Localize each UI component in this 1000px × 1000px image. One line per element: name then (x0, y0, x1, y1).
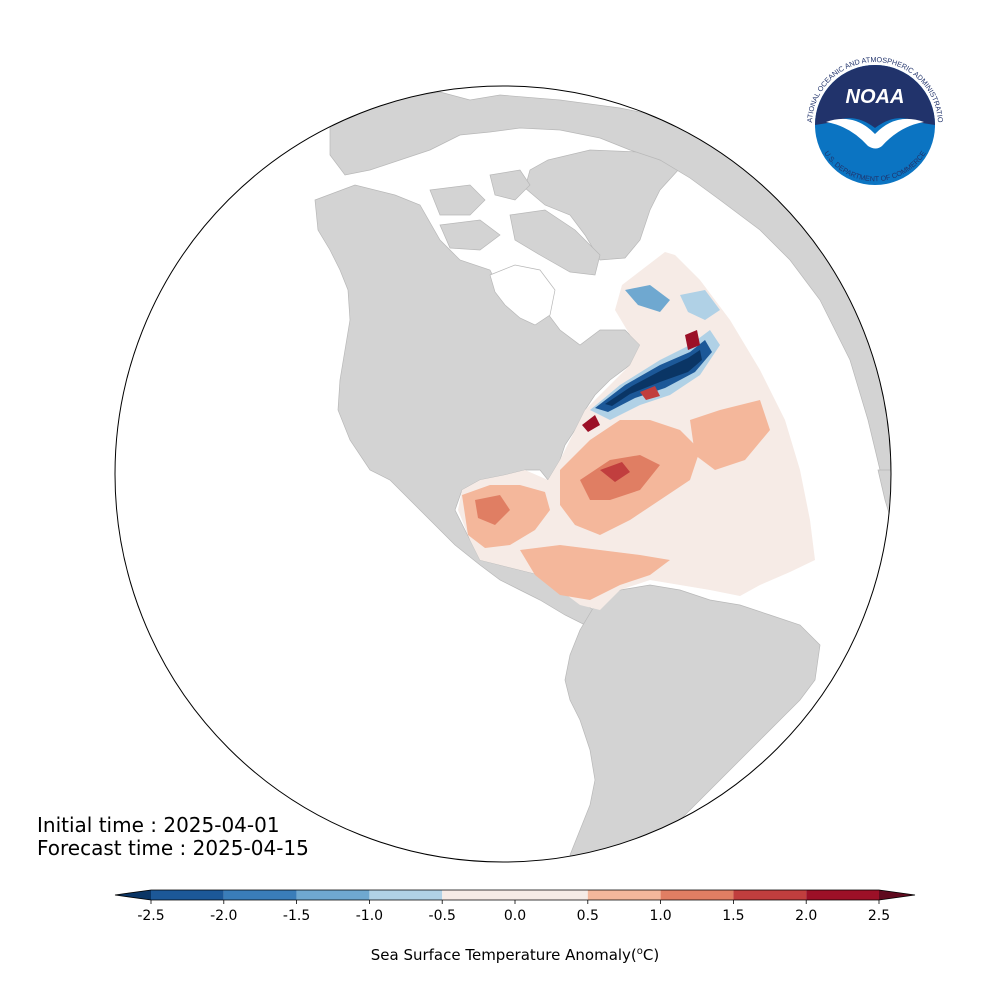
colorbar-title: Sea Surface Temperature Anomaly(oC) (370, 946, 660, 964)
colorbar-tick-label: -2.5 (137, 908, 164, 924)
colorbar-bin (806, 890, 879, 900)
initial-time-label: Initial time : 2025-04-01 (37, 813, 280, 837)
colorbar-bin (369, 890, 443, 900)
colorbar-bin (587, 890, 661, 900)
colorbar-tick-label: -1.0 (356, 908, 383, 924)
colorbar-tick-label: 2.5 (868, 908, 890, 924)
colorbar-bin (442, 890, 588, 900)
arctic-island-3 (439, 219, 501, 251)
colorbar-over-arrow (879, 890, 915, 900)
cold-anomaly-north (680, 290, 720, 320)
colorbar: -2.5 -2.0 -1.5 -1.0 -0.5 0.0 0.5 1.0 1.5 2.0 2.5 (114, 889, 916, 924)
globe-outline (114, 85, 892, 863)
warm-anomaly-eddy-2 (685, 330, 700, 350)
colorbar-tick-label: -2.0 (210, 908, 237, 924)
colorbar-bin (296, 890, 370, 900)
north-america-landmass (314, 184, 641, 626)
strong-warm-anomaly-3 (600, 462, 630, 482)
logo-wordmark: NOAA (846, 86, 905, 108)
colorbar-bin (660, 890, 734, 900)
seagull-icon (826, 118, 924, 149)
colorbar-tick-label: 0.0 (504, 908, 526, 924)
strong-warm-anomaly-2 (475, 495, 510, 525)
cold-anomaly-labrador (625, 285, 670, 312)
baffin-island (509, 209, 601, 276)
colorbar-bin (151, 890, 224, 900)
colorbar-tick-label: 1.0 (649, 908, 671, 924)
colorbar-tick-label: 1.5 (722, 908, 744, 924)
forecast-time-label: Forecast time : 2025-04-15 (37, 836, 309, 860)
arctic-island-1 (429, 184, 486, 216)
warm-anomaly-caribbean (520, 545, 670, 600)
hudson-bay (489, 264, 556, 326)
warm-anomaly-eddy-1 (582, 415, 600, 432)
globe-map (114, 85, 892, 863)
colorbar-bin (223, 890, 297, 900)
colorbar-under-arrow (115, 890, 151, 900)
colorbar-tick-label: -0.5 (429, 908, 456, 924)
colorbar-tick-label: 2.0 (795, 908, 817, 924)
warm-anomaly-central (690, 400, 770, 470)
logo-sky (815, 65, 935, 128)
africa-landmass (877, 469, 891, 521)
warm-anomaly-eddy-3 (640, 386, 660, 400)
arctic-landmass (329, 91, 891, 476)
cold-anomaly-gulf-stream-core (605, 350, 702, 406)
colorbar-tick-label: 0.5 (577, 908, 599, 924)
noaa-logo: NOAA NATIONAL OCEANIC AND ATMOSPHERIC AD… (804, 50, 945, 195)
arctic-island-2 (489, 169, 531, 201)
colorbar-bin (733, 890, 807, 900)
sst-anomaly-field (458, 252, 815, 610)
colorbar-tick-label: -1.5 (283, 908, 310, 924)
